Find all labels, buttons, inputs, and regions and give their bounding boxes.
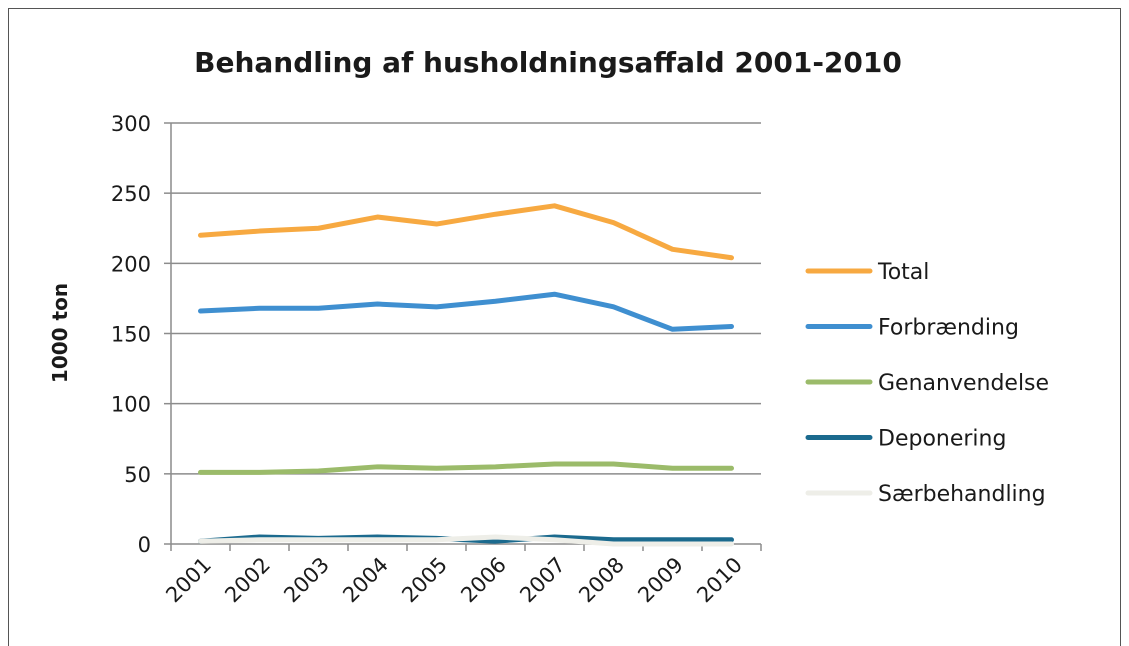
series-line-0 <box>198 203 734 261</box>
y-tick-label: 50 <box>124 463 151 487</box>
y-axis-label: 1000 ton <box>48 283 72 383</box>
axes <box>164 122 762 551</box>
y-tick-label: 100 <box>111 393 151 417</box>
series-lines <box>198 203 734 547</box>
y-tick-label: 300 <box>111 112 151 136</box>
x-tick-label: 2007 <box>515 553 570 608</box>
legend-label: Total <box>877 260 929 285</box>
legend-label: Forbrænding <box>878 316 1019 341</box>
y-tick-labels: 0 50 100 150 200 250 300 <box>111 112 151 557</box>
legend-label: Særbehandling <box>878 482 1046 507</box>
x-tick-labels: 2001 2002 2003 2004 2005 2006 2007 2008 2009 2010 <box>161 553 747 608</box>
x-tick-label: 2008 <box>574 553 629 608</box>
y-tick-label: 150 <box>111 323 151 347</box>
x-tick-label: 2002 <box>220 553 275 608</box>
x-tick-label: 2003 <box>279 553 334 608</box>
series-line-1 <box>198 291 734 332</box>
y-tick-label: 200 <box>111 252 151 276</box>
x-tick-label: 2005 <box>397 553 452 608</box>
x-tick-label: 2004 <box>338 553 393 608</box>
legend-label: Genanvendelse <box>878 371 1049 396</box>
legend-label: Deponering <box>878 427 1006 452</box>
x-tick-label: 2001 <box>161 553 216 608</box>
series-line-4 <box>198 534 734 547</box>
gridlines <box>171 122 761 475</box>
chart-title: Behandling af husholdningsaffald 2001-20… <box>194 46 902 79</box>
y-tick-label: 250 <box>111 182 151 206</box>
x-tick-label: 2009 <box>633 553 688 608</box>
y-tick-label: 0 <box>138 533 151 557</box>
x-tick-label: 2010 <box>692 553 747 608</box>
legend: Total Forbrænding Genanvendelse Deponering S… <box>805 260 1049 507</box>
x-tick-label: 2006 <box>456 553 511 608</box>
series-line-2 <box>198 461 734 475</box>
